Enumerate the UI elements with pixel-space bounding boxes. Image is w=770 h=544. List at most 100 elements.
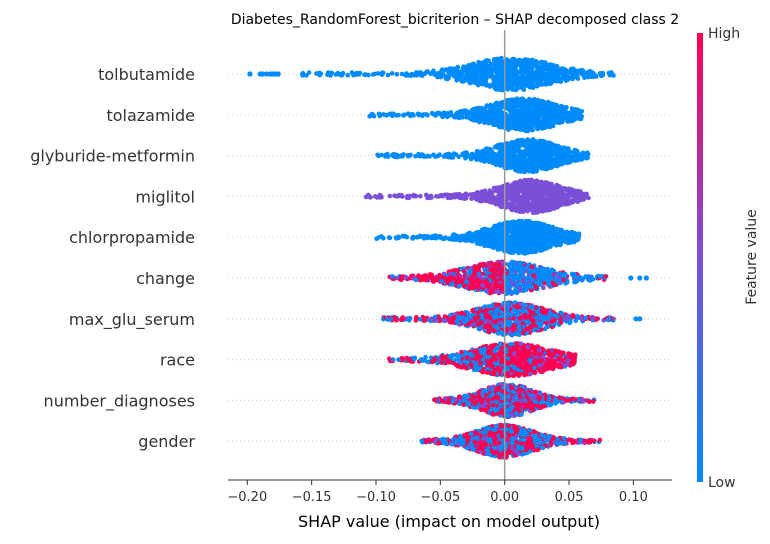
shap-point — [497, 82, 502, 87]
shap-point — [422, 154, 427, 159]
shap-point — [379, 234, 384, 239]
shap-point — [512, 158, 517, 163]
shap-point — [493, 69, 498, 74]
shap-point — [562, 108, 567, 113]
shap-point — [431, 112, 436, 117]
shap-point — [493, 145, 498, 150]
shap-point — [515, 167, 520, 172]
feature-label: miglitol — [135, 187, 195, 206]
shap-point — [512, 228, 517, 233]
shap-point — [326, 71, 331, 76]
shap-point — [535, 84, 540, 89]
shap-point — [446, 76, 451, 81]
shap-point — [478, 119, 483, 124]
shap-point — [556, 144, 561, 149]
shap-point — [404, 73, 409, 78]
shap-point — [510, 114, 515, 119]
shap-point — [335, 72, 340, 77]
shap-point — [371, 72, 376, 77]
shap-point — [496, 155, 501, 160]
feature-label: tolbutamide — [98, 65, 195, 84]
shap-point — [529, 207, 534, 212]
shap-point — [459, 69, 464, 74]
shap-point — [545, 201, 550, 206]
chart-title: Diabetes_RandomForest_bicriterion – SHAP… — [231, 12, 679, 28]
shap-point — [552, 149, 557, 154]
shap-point — [554, 79, 559, 84]
shap-point — [576, 236, 581, 241]
shap-point — [516, 138, 521, 143]
shap-point — [431, 153, 436, 158]
shap-point — [546, 239, 551, 244]
shap-point — [555, 108, 560, 113]
shap-point — [585, 150, 590, 155]
shap-point — [435, 154, 440, 159]
feature-swarm — [387, 260, 649, 297]
shap-point — [517, 163, 522, 168]
shap-point — [523, 158, 528, 163]
shap-point — [607, 71, 612, 76]
shap-point — [379, 153, 384, 158]
shap-point — [523, 139, 528, 144]
shap-point — [517, 80, 522, 85]
shap-point — [543, 123, 548, 128]
shap-point — [536, 209, 541, 214]
shap-point — [383, 153, 388, 158]
shap-point — [513, 200, 518, 205]
shap-point — [521, 83, 526, 88]
feature-swarm — [247, 56, 616, 93]
shap-point — [521, 70, 526, 75]
shap-point — [445, 111, 450, 116]
points-layer — [247, 56, 649, 460]
shap-point — [582, 75, 587, 80]
shap-point — [472, 192, 477, 197]
shap-point — [496, 186, 501, 191]
shap-point — [530, 142, 535, 147]
shap-point — [542, 150, 547, 155]
shap-point — [521, 112, 526, 117]
shap-point — [505, 153, 510, 158]
shap-point — [492, 241, 497, 246]
shap-point — [507, 245, 512, 250]
shap-point — [559, 240, 564, 245]
feature-label: gender — [138, 432, 195, 451]
shap-point — [527, 152, 532, 157]
shap-point — [523, 166, 528, 171]
shap-point — [362, 73, 367, 78]
shap-point — [534, 150, 539, 155]
shap-point — [546, 181, 551, 186]
shap-point — [551, 185, 556, 190]
shap-point — [378, 195, 383, 200]
shap-point — [477, 72, 482, 77]
shap-point — [511, 74, 516, 79]
shap-point — [375, 153, 380, 158]
shap-point — [563, 74, 568, 79]
shap-point — [535, 197, 540, 202]
shap-point — [534, 146, 539, 151]
shap-point — [549, 103, 554, 108]
shap-point — [552, 68, 557, 73]
shap-point — [499, 71, 504, 76]
shap-point — [545, 190, 550, 195]
shap-point — [520, 104, 525, 109]
shap-point — [434, 235, 439, 240]
shap-point — [569, 240, 574, 245]
shap-point — [488, 120, 493, 125]
shap-point — [569, 110, 574, 115]
shap-point — [591, 71, 596, 76]
shap-point — [492, 58, 497, 63]
shap-point — [525, 104, 530, 109]
shap-point — [518, 98, 523, 103]
shap-point — [566, 231, 571, 236]
shap-point — [564, 116, 569, 121]
shap-point — [350, 70, 355, 75]
feature-label: change — [136, 269, 195, 288]
shap-point — [575, 75, 580, 80]
rows-layer: tolbutamidetolazamideglyburide-metformin… — [30, 65, 672, 451]
shap-point — [301, 71, 306, 76]
shap-point — [476, 67, 481, 72]
shap-point — [524, 75, 529, 80]
shap-point — [527, 220, 532, 225]
shap-point — [470, 117, 475, 122]
shap-point — [458, 109, 463, 114]
